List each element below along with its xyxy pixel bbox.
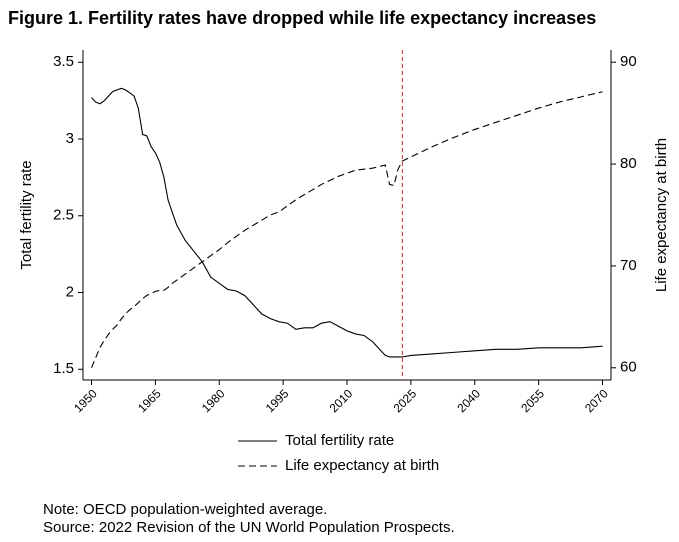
y-axis-label: Total fertility rate — [18, 160, 35, 269]
legend-label: Total fertility rate — [285, 432, 394, 449]
y-tick-label: 2.5 — [53, 207, 74, 224]
y2-tick-label: 60 — [620, 359, 637, 376]
legend-label: Life expectancy at birth — [285, 457, 439, 474]
chart-title: Figure 1. Fertility rates have dropped w… — [8, 8, 596, 28]
y2-tick-label: 90 — [620, 53, 637, 70]
note: Note: OECD population-weighted average. — [43, 501, 327, 518]
y2-axis-label: Life expectancy at birth — [653, 138, 670, 292]
y-tick-label: 2 — [66, 283, 74, 300]
y-tick-label: 1.5 — [53, 360, 74, 377]
source: Source: 2022 Revision of the UN World Po… — [43, 519, 455, 536]
series-line — [91, 87, 603, 358]
y-tick-label: 3 — [66, 130, 74, 147]
y2-tick-label: 70 — [620, 257, 637, 274]
y2-tick-label: 80 — [620, 155, 637, 172]
y-tick-label: 3.5 — [53, 53, 74, 70]
series-line — [91, 91, 603, 368]
